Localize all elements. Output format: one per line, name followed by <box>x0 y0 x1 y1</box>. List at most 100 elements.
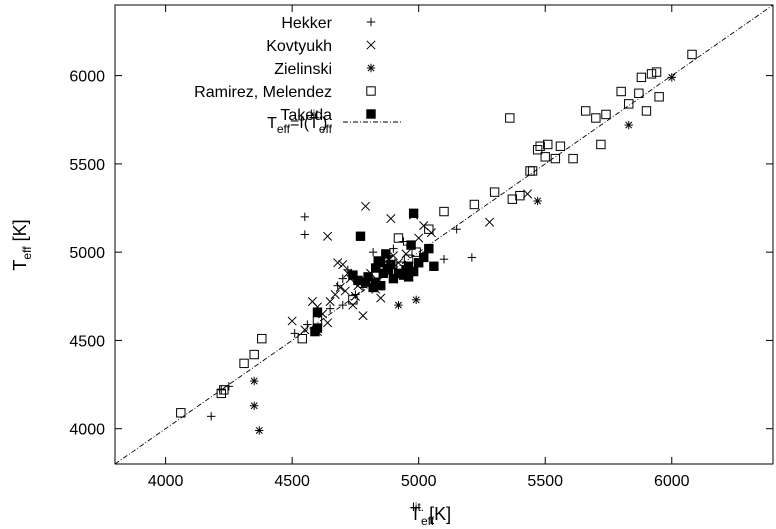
point-ramirez-melendez <box>634 88 644 98</box>
point-takeda <box>363 272 373 282</box>
point-kovtyukh <box>325 297 335 307</box>
legend-marker-ramirez-melendez <box>366 86 376 96</box>
point-ramirez-melendez <box>543 139 553 150</box>
point-hekker <box>290 329 299 338</box>
y-tick-label: 5000 <box>69 245 105 262</box>
point-ramirez-melendez <box>601 109 611 120</box>
y-tick-label: 4000 <box>69 422 105 439</box>
point-hekker <box>399 237 408 246</box>
point-hekker <box>368 247 378 257</box>
ref-label-sup: lit. <box>310 107 322 121</box>
point-ramirez-melendez <box>439 206 449 217</box>
point-hekker <box>452 225 461 234</box>
point-kovtyukh <box>393 258 403 268</box>
point-kovtyukh <box>323 231 333 241</box>
point-kovtyukh <box>414 233 424 243</box>
point-kovtyukh <box>333 258 343 268</box>
point-ramirez-melendez <box>424 224 434 234</box>
point-ramirez-melendez <box>176 408 186 418</box>
point-hekker <box>217 385 226 395</box>
point-kovtyukh <box>340 286 350 296</box>
x-tick-label: 5000 <box>401 473 437 490</box>
point-ramirez-melendez <box>469 199 480 210</box>
x-tick-label: 4500 <box>274 473 310 490</box>
x-axis-label-main: T <box>410 504 421 524</box>
point-ramirez-melendez <box>636 72 647 83</box>
x-tick-label: 6000 <box>654 473 690 490</box>
point-kovtyukh <box>386 214 396 224</box>
point-kovtyukh <box>335 282 345 293</box>
ref-label-mid: =f(T <box>290 115 319 132</box>
point-ramirez-melendez <box>489 187 500 197</box>
point-ramirez-melendez <box>515 190 525 201</box>
point-hekker <box>439 255 449 264</box>
point-ramirez-melendez <box>596 139 606 150</box>
x-axis-label: Tefflit. [K] <box>410 500 451 528</box>
legend-marker-takeda <box>366 109 376 119</box>
point-ramirez-melendez <box>616 86 626 97</box>
point-takeda <box>388 273 399 284</box>
point-ramirez-melendez <box>651 67 662 77</box>
point-ramirez-melendez <box>219 385 229 395</box>
point-ramirez-melendez <box>216 388 226 399</box>
point-hekker <box>325 304 335 313</box>
point-ramirez-melendez <box>540 152 550 162</box>
y-tick-label: 5500 <box>69 157 105 174</box>
point-ramirez-melendez <box>654 92 664 102</box>
point-takeda <box>429 261 439 271</box>
legend-marker-zielinski <box>366 63 376 73</box>
point-takeda <box>406 240 416 250</box>
point-takeda <box>355 231 366 241</box>
point-ramirez-melendez <box>646 69 657 79</box>
point-kovtyukh <box>376 293 386 303</box>
point-ramirez-melendez <box>507 194 518 204</box>
point-ramirez-melendez <box>624 99 634 109</box>
point-kovtyukh <box>323 318 333 328</box>
point-ramirez-melendez <box>257 333 267 344</box>
legend-marker-hekker <box>366 17 376 27</box>
point-takeda <box>424 243 434 254</box>
point-kovtyukh <box>348 300 358 310</box>
point-zielinski <box>249 401 259 410</box>
point-ramirez-melendez <box>505 113 515 123</box>
point-ramirez-melendez <box>568 153 578 164</box>
y-axis-label-unit: [K] <box>10 219 30 246</box>
x-tick-label: 5500 <box>527 473 563 490</box>
point-zielinski <box>249 376 259 386</box>
point-zielinski <box>411 295 421 305</box>
point-takeda <box>386 259 396 270</box>
point-takeda <box>413 258 424 268</box>
legend-label-kovtyukh: Kovtyukh <box>266 38 332 55</box>
y-axis-label-sub: eff <box>20 246 34 260</box>
point-takeda <box>408 266 419 277</box>
ref-label-t1: T <box>267 115 277 132</box>
y-axis-label-main: T <box>10 260 30 271</box>
point-ramirez-melendez <box>249 349 259 360</box>
point-hekker <box>206 412 216 421</box>
point-hekker <box>300 212 310 222</box>
point-kovtyukh <box>485 217 495 227</box>
point-takeda <box>408 208 419 219</box>
point-hekker <box>343 265 353 275</box>
point-zielinski <box>667 73 676 82</box>
x-axis-label-unit: [K] <box>424 504 451 524</box>
point-ramirez-melendez <box>581 106 591 116</box>
legend-marker-kovtyukh <box>366 40 376 50</box>
point-ramirez-melendez <box>411 247 421 257</box>
point-zielinski <box>624 120 633 130</box>
point-takeda <box>370 277 381 287</box>
reference-line <box>115 5 773 464</box>
plot-area-frame <box>114 4 774 465</box>
point-kovtyukh <box>338 259 348 270</box>
data-points-layer <box>176 49 697 435</box>
x-axis-label-sup: lit. <box>412 500 424 514</box>
ref-label-end: ) <box>322 115 327 132</box>
point-zielinski <box>394 300 403 310</box>
point-kovtyukh <box>522 189 533 199</box>
point-ramirez-melendez <box>239 358 249 369</box>
point-kovtyukh <box>330 289 340 300</box>
point-kovtyukh <box>358 311 368 321</box>
point-kovtyukh <box>426 228 436 238</box>
x-axis-label-sub: eff <box>421 514 435 528</box>
